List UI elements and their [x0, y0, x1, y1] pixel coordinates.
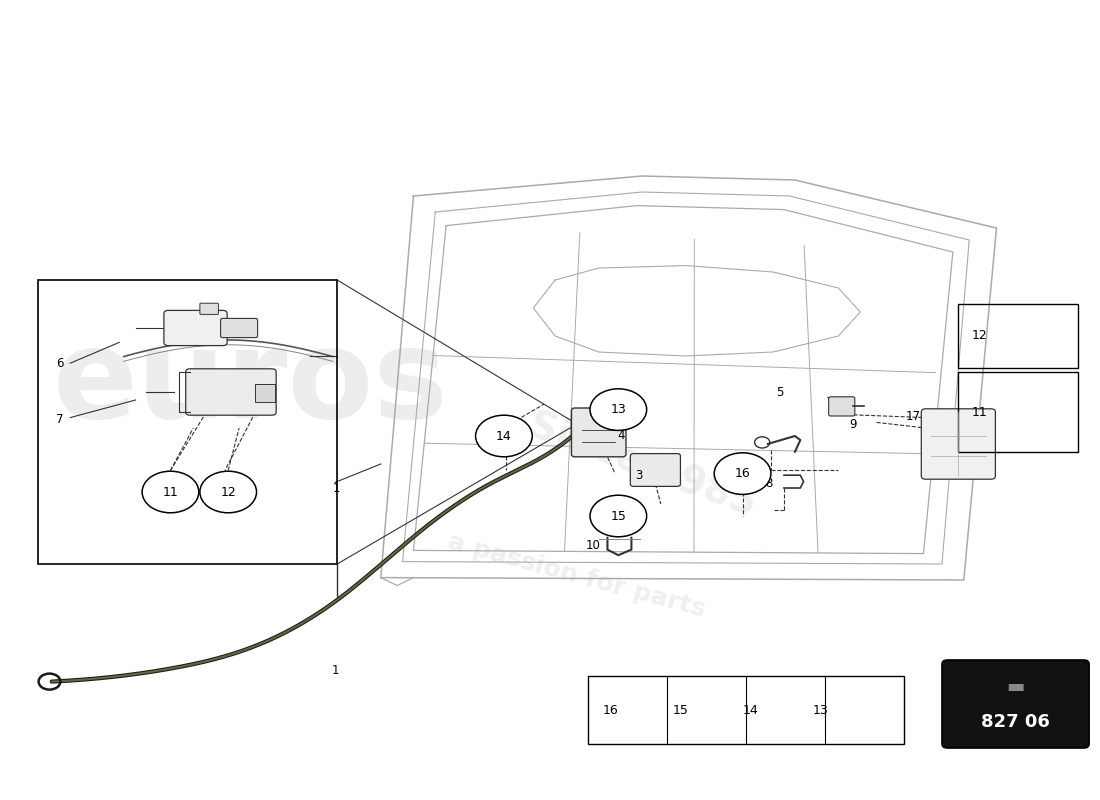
Text: 6: 6 — [56, 357, 64, 370]
Text: euros: euros — [52, 323, 448, 445]
FancyBboxPatch shape — [186, 369, 276, 415]
Text: 13: 13 — [812, 704, 828, 717]
Text: a passion for parts: a passion for parts — [446, 530, 708, 622]
Text: 14: 14 — [742, 704, 758, 717]
Text: 15: 15 — [673, 704, 689, 717]
Circle shape — [200, 471, 256, 513]
Text: 8: 8 — [766, 477, 773, 490]
Text: 4: 4 — [617, 429, 625, 442]
Bar — [958, 304, 1078, 368]
Text: 13: 13 — [610, 403, 626, 416]
FancyBboxPatch shape — [221, 318, 257, 338]
Text: 7: 7 — [56, 413, 64, 426]
Text: 16: 16 — [735, 467, 750, 480]
Circle shape — [475, 415, 532, 457]
Text: ▬: ▬ — [1006, 677, 1025, 696]
Circle shape — [714, 453, 771, 494]
Bar — [255, 384, 275, 402]
FancyBboxPatch shape — [942, 660, 1089, 748]
Text: 17: 17 — [906, 410, 921, 422]
Text: 1: 1 — [333, 482, 340, 494]
FancyBboxPatch shape — [630, 454, 681, 486]
Text: Since 1985: Since 1985 — [524, 405, 761, 523]
Text: 1: 1 — [332, 664, 339, 677]
Text: 12: 12 — [220, 486, 236, 498]
FancyBboxPatch shape — [828, 397, 855, 416]
FancyBboxPatch shape — [922, 409, 996, 479]
Circle shape — [142, 471, 199, 513]
Bar — [587, 676, 904, 744]
Bar — [37, 280, 338, 564]
FancyBboxPatch shape — [200, 303, 219, 314]
Text: 11: 11 — [971, 406, 987, 418]
Text: 9: 9 — [849, 418, 857, 431]
Bar — [958, 372, 1078, 452]
Text: 12: 12 — [971, 330, 987, 342]
Text: 15: 15 — [610, 510, 626, 522]
Text: 3: 3 — [635, 469, 642, 482]
Text: 11: 11 — [163, 486, 178, 498]
FancyBboxPatch shape — [572, 408, 626, 457]
Text: 827 06: 827 06 — [981, 713, 1050, 730]
Text: 10: 10 — [585, 539, 601, 552]
Text: 16: 16 — [603, 704, 619, 717]
Circle shape — [590, 389, 647, 430]
Text: 2: 2 — [488, 423, 496, 436]
FancyBboxPatch shape — [164, 310, 227, 346]
Text: 5: 5 — [777, 386, 783, 398]
Text: 14: 14 — [496, 430, 512, 442]
Circle shape — [590, 495, 647, 537]
